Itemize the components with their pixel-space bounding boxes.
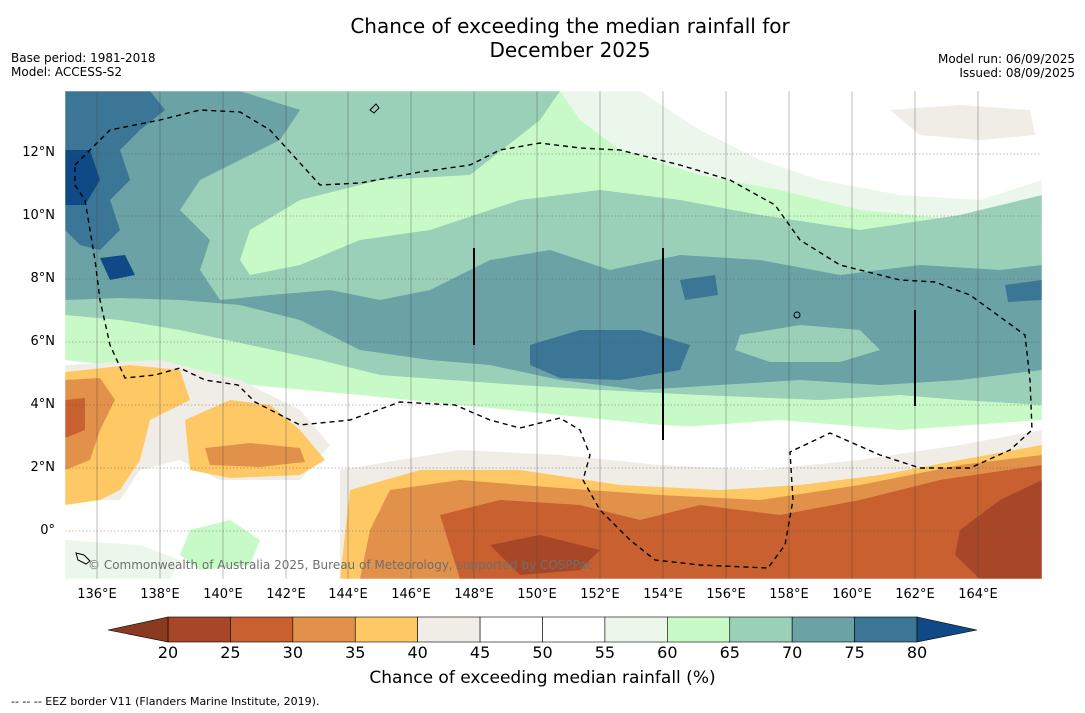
lon-label-140e: 140°E (203, 587, 243, 602)
lat-label-0: 0° (40, 523, 55, 538)
colorbar-under-arrow (107, 616, 169, 643)
colorbar-tick-label: 25 (220, 643, 241, 662)
map-fill-layer (65, 91, 1042, 579)
lat-label-2n: 2°N (30, 460, 56, 475)
colorbar-cell (604, 616, 668, 643)
colorbar-cell (417, 616, 481, 643)
eez-footnote: -- -- -- EEZ border V11 (Flanders Marine… (11, 695, 320, 708)
colorbar-cell (729, 616, 793, 643)
lon-label-138e: 138°E (140, 587, 180, 602)
lon-label-136e: 136°E (77, 587, 117, 602)
region-25-30-west (65, 398, 85, 438)
colorbar-tick-label: 60 (657, 643, 678, 662)
lon-label-152e: 152°E (580, 587, 620, 602)
meta-right: Model run: 06/09/2025 Issued: 08/09/2025 (938, 52, 1075, 80)
lat-label-6n: 6°N (30, 334, 56, 349)
colorbar-tick-label: 65 (719, 643, 740, 662)
colorbar-cell (354, 616, 418, 643)
lon-label-160e: 160°E (832, 587, 872, 602)
colorbar-cell (230, 616, 294, 643)
lon-label-148e: 148°E (454, 587, 494, 602)
small-islands (75, 103, 801, 565)
colorbar-cells (167, 616, 918, 643)
map-frame (64, 90, 1043, 580)
region-80-plus-nw (65, 150, 100, 205)
title-line-1: Chance of exceeding the median rainfall … (350, 14, 790, 38)
base-period-text: Base period: 1981-2018 (11, 51, 156, 65)
colorbar-cell (479, 616, 543, 643)
colorbar-cell (167, 616, 231, 643)
lon-label-158e: 158°E (769, 587, 809, 602)
region-55-60-sw (65, 540, 180, 579)
region-30-35-westcenter (205, 443, 305, 467)
issued-text: Issued: 08/09/2025 (959, 66, 1075, 80)
region-75-80-far-east (1005, 280, 1042, 302)
colorbar-tick-label: 35 (345, 643, 366, 662)
region-20-25-south (490, 535, 600, 575)
colorbar-over-arrow (916, 616, 978, 643)
colorbar-cell (854, 616, 918, 643)
lon-label-162e: 162°E (895, 587, 935, 602)
region-65-70-pocket (735, 325, 880, 362)
lon-label-164e: 164°E (958, 587, 998, 602)
lat-label-10n: 10°N (22, 208, 55, 223)
lon-label-150e: 150°E (517, 587, 557, 602)
region-75-80-nw (65, 91, 165, 250)
colorbar-tick-label: 55 (594, 643, 616, 662)
region-70-75 (65, 91, 1042, 390)
colorbar-tick-label: 70 (781, 643, 803, 662)
meta-left: Base period: 1981-2018 Model: ACCESS-S2 (11, 51, 156, 79)
lon-label-154e: 154°E (643, 587, 683, 602)
region-80-plus-w (100, 255, 135, 280)
colorbar-cell (791, 616, 855, 643)
lon-label-146e: 146°E (391, 587, 431, 602)
colorbar-cell (292, 616, 356, 643)
region-40-45-ne (890, 105, 1035, 140)
colorbar-tick-label: 30 (282, 643, 304, 662)
lon-label-156e: 156°E (706, 587, 746, 602)
lon-label-142e: 142°E (266, 587, 306, 602)
region-20-25-se (955, 480, 1042, 579)
copyright-text: © Commonwealth of Australia 2025, Bureau… (88, 558, 594, 572)
region-60-65-sw (180, 520, 260, 570)
model-text: Model: ACCESS-S2 (11, 65, 123, 79)
colorbar-tick-label: 80 (906, 643, 928, 662)
colorbar-label: Chance of exceeding median rainfall (%) (369, 668, 716, 688)
colorbar-tick-label: 75 (844, 643, 865, 662)
colorbar-cell (667, 616, 731, 643)
chart-title: Chance of exceeding the median rainfall … (0, 14, 1085, 62)
colorbar-tick-label: 50 (532, 643, 553, 662)
model-run-text: Model run: 06/09/2025 (937, 52, 1075, 66)
eez-border (74, 109, 1033, 569)
lon-label-144e: 144°E (328, 587, 368, 602)
region-75-80-east (680, 275, 718, 300)
island-markers (473, 248, 916, 440)
colorbar-tick-label: 40 (407, 643, 428, 662)
lat-label-12n: 12°N (22, 145, 55, 160)
lat-label-4n: 4°N (30, 397, 56, 412)
colorbar-tick-label: 45 (469, 643, 491, 662)
colorbar-tick-label: 20 (157, 643, 179, 662)
region-75-80-center (530, 330, 690, 380)
colorbar-cell (542, 616, 606, 643)
title-line-2: December 2025 (489, 38, 651, 62)
lat-label-8n: 8°N (30, 271, 56, 286)
